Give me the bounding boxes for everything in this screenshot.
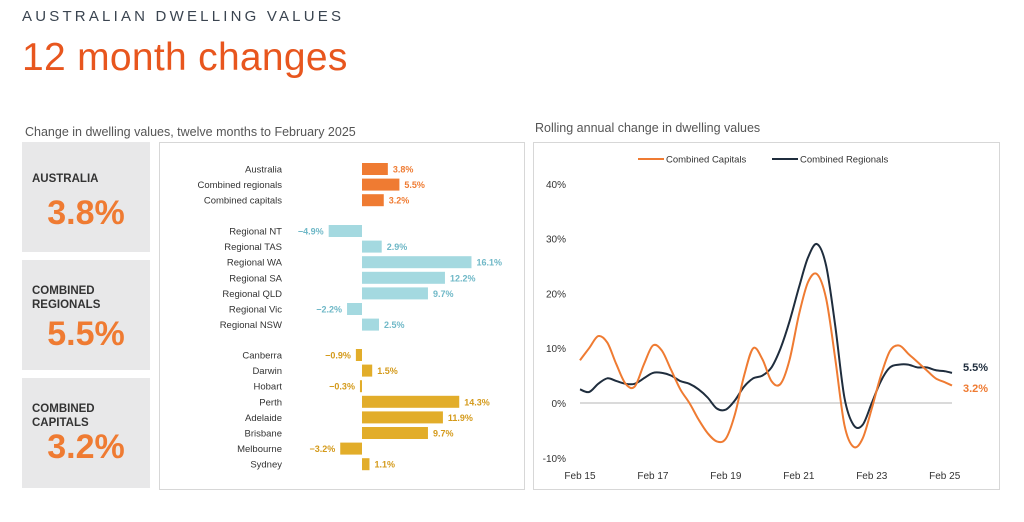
bar-section-title: Change in dwelling values, twelve months…: [25, 125, 356, 139]
bar-value-label: 9.7%: [433, 429, 454, 439]
bar-australia: [362, 163, 388, 175]
bar-category-label: Darwin: [252, 366, 282, 377]
bar-chart-panel: Australia 3.8% Combined regionals 5.5% Combi…: [159, 142, 525, 490]
bar-value-label: −3.2%: [309, 444, 335, 454]
x-tick-label: Feb 25: [929, 471, 961, 482]
card-label: AUSTRALIA: [32, 173, 99, 185]
bar-regional-tas: [362, 240, 382, 253]
bar-category-label: Regional WA: [227, 258, 283, 269]
bar-value-label: 2.9%: [387, 242, 408, 252]
y-tick-label: 0%: [552, 399, 567, 410]
card-australia: AUSTRALIA 3.8%: [22, 142, 150, 252]
bar-value-label: 16.1%: [476, 258, 502, 268]
y-tick-label: 10%: [546, 344, 566, 355]
bar-combined-capitals: [362, 194, 384, 207]
bar-category-label: Regional NT: [229, 227, 282, 238]
bar-value-label: −0.9%: [325, 351, 351, 361]
bar-value-label: 2.5%: [384, 320, 405, 330]
card-label: COMBINED CAPITALS: [32, 403, 95, 429]
bar-value-label: 1.1%: [374, 460, 395, 470]
line-chart-panel: 40% 30% 20% 10% 0% -10% Feb 15 Feb 17 Feb 19 Feb …: [533, 142, 1000, 490]
bar-category-label: Regional QLD: [222, 289, 282, 300]
bar-category-label: Sydney: [250, 460, 282, 471]
card-combined-capitals: COMBINED CAPITALS 3.2%: [22, 378, 150, 488]
bar-value-label: −4.9%: [298, 227, 324, 237]
bar-category-label: Regional NSW: [220, 320, 282, 331]
bar-combined-regionals: [362, 178, 400, 191]
bar-value-label: 14.3%: [464, 397, 490, 407]
series-end-label: 3.2%: [963, 383, 988, 395]
bar-regional-qld: [362, 287, 428, 300]
bar-perth: [362, 395, 460, 408]
series-line-combined-regionals: [579, 242, 953, 430]
bar-melbourne: [340, 442, 362, 455]
x-tick-label: Feb 23: [856, 471, 888, 482]
x-tick-label: Feb 21: [783, 471, 815, 482]
series-end-label: 5.5%: [963, 362, 988, 374]
bar-value-label: 3.2%: [389, 196, 410, 206]
bar-category-label: Combined regionals: [198, 180, 283, 191]
bar-category-label: Adelaide: [245, 413, 282, 424]
bar-chart: Australia 3.8% Combined regionals 5.5% Combi…: [198, 163, 502, 471]
bar-category-label: Brisbane: [245, 429, 283, 440]
bar-category-label: Regional SA: [229, 273, 282, 284]
x-tick-label: Feb 19: [710, 471, 742, 482]
page-title: 12 month changes: [22, 36, 348, 79]
bar-value-label: 1.5%: [377, 366, 398, 376]
card-value: 3.2%: [47, 428, 125, 466]
line-chart: 40% 30% 20% 10% 0% -10% Feb 15 Feb 17 Feb 19 Feb …: [543, 155, 989, 483]
series-line-combined-capitals: [579, 272, 953, 449]
bar-value-label: 5.5%: [404, 180, 425, 190]
bar-category-label: Regional Vic: [229, 305, 282, 316]
y-tick-label: -10%: [543, 454, 566, 465]
x-tick-label: Feb 17: [637, 471, 669, 482]
bar-value-label: −0.3%: [329, 382, 355, 392]
bar-value-label: 12.2%: [450, 273, 476, 283]
bar-category-label: Australia: [245, 165, 283, 176]
bar-regional-nsw: [362, 318, 379, 331]
bar-category-label: Combined capitals: [204, 196, 282, 207]
bar-category-label: Canberra: [242, 351, 282, 362]
bar-value-label: 9.7%: [433, 289, 454, 299]
bar-category-label: Perth: [259, 397, 282, 408]
bar-regional-nt: [328, 225, 362, 237]
legend-label: Combined Capitals: [666, 155, 747, 166]
eyebrow-title: AUSTRALIAN DWELLING VALUES: [22, 8, 345, 25]
bar-regional-vic: [347, 303, 362, 315]
bar-brisbane: [362, 427, 428, 439]
x-tick-label: Feb 15: [564, 471, 596, 482]
bar-category-label: Hobart: [253, 382, 282, 393]
card-value: 5.5%: [47, 315, 125, 353]
bar-category-label: Regional TAS: [224, 242, 282, 253]
bar-regional-sa: [362, 271, 445, 284]
bar-regional-wa: [362, 256, 472, 269]
bar-hobart: [359, 380, 362, 393]
bar-category-label: Melbourne: [237, 444, 282, 455]
legend-label: Combined Regionals: [800, 155, 888, 166]
bar-adelaide: [362, 411, 443, 424]
card-value: 3.8%: [47, 194, 125, 232]
bar-value-label: 3.8%: [393, 165, 414, 175]
y-tick-label: 40%: [546, 180, 566, 191]
bar-value-label: −2.2%: [316, 305, 342, 315]
y-tick-label: 30%: [546, 235, 566, 246]
y-tick-label: 20%: [546, 289, 566, 300]
card-label: COMBINED REGIONALS: [32, 285, 101, 311]
line-section-title: Rolling annual change in dwelling values: [535, 121, 761, 135]
card-combined-regionals: COMBINED REGIONALS 5.5%: [22, 260, 150, 370]
bar-canberra: [355, 349, 362, 361]
bar-sydney: [362, 458, 370, 471]
bar-darwin: [362, 364, 373, 377]
bar-value-label: 11.9%: [448, 413, 473, 423]
